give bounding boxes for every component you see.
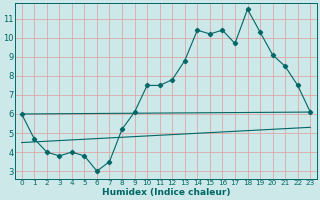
X-axis label: Humidex (Indice chaleur): Humidex (Indice chaleur): [102, 188, 230, 197]
